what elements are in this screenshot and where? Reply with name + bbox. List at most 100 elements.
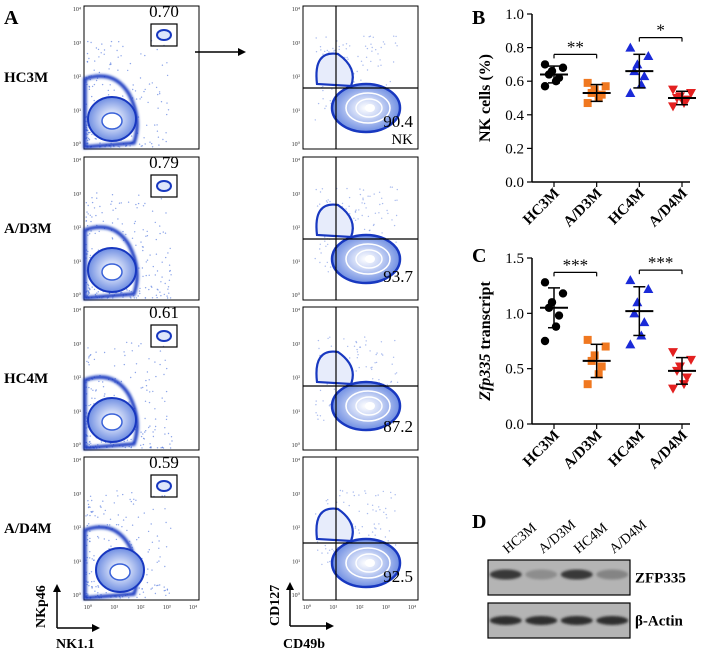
nk-gate-box <box>150 324 178 348</box>
data-point <box>601 342 610 351</box>
nk-gate-box <box>150 174 178 198</box>
tick-label: 10¹ <box>292 259 300 265</box>
density-contour <box>83 525 139 600</box>
y-tick-label: 0.0 <box>505 175 524 191</box>
series-hc4m <box>625 275 654 349</box>
cd127-cd49b-plot: 87.2 10⁰ 10¹ 10² 10³ 10⁴ <box>292 306 419 451</box>
nk-gate-box <box>150 474 178 498</box>
series-a-d3m <box>582 78 611 108</box>
tick-label: 10⁴ <box>292 7 300 13</box>
data-point <box>540 60 550 69</box>
tick-label: 10⁰ <box>84 604 93 611</box>
panel-label-b: B <box>472 7 485 29</box>
series-hc4m <box>625 42 654 97</box>
tick-label: 10⁰ <box>73 141 82 148</box>
tick-label: 10¹ <box>329 605 337 611</box>
nk-label: NK <box>391 132 413 148</box>
significance-label: ** <box>567 37 584 56</box>
tick-label: 10⁴ <box>189 605 197 611</box>
series-hc3m <box>540 60 568 91</box>
tick-label: 10² <box>292 75 300 81</box>
nk-gate-box <box>150 23 178 47</box>
nk-gate-plot: 0.79 10⁰ 10¹ 10² 10³ 10⁴ <box>73 153 200 301</box>
tick-label: 10¹ <box>292 409 300 415</box>
data-point <box>643 283 654 293</box>
tick-label: 10² <box>73 75 81 81</box>
data-point <box>551 322 561 331</box>
data-point <box>625 87 636 97</box>
y-tick-label: 1.0 <box>505 306 524 322</box>
x-tick-label: HC3M <box>520 186 563 229</box>
tick-label: 10¹ <box>292 108 300 114</box>
axis-label-cd49b: CD49b <box>283 637 325 652</box>
data-point <box>668 102 678 112</box>
x-tick-label: HC3M <box>520 428 563 471</box>
series-a-d4m <box>668 348 696 394</box>
tick-label: 10³ <box>292 342 300 348</box>
blot-row-label: ZFP335 <box>635 571 686 587</box>
cd127-cd49b-plot: 92.5 10⁰ 10¹ 10² 10³ 10⁴ 10⁰ 10¹ 10² 10³ 10⁴ <box>292 456 419 611</box>
series-a-d3m <box>582 335 611 389</box>
flow-row: HC4M 0.61 10⁰ 10¹ 10² 10³ 10⁴ 87.2 10⁰ 10¹ 10² 10³ 1… <box>4 303 419 451</box>
x-tick-label: HC4M <box>606 428 649 471</box>
data-point <box>643 51 654 60</box>
y-tick-label: 0.2 <box>505 141 524 157</box>
gate-percentage: 0.70 <box>149 2 179 21</box>
row-label: A/D3M <box>4 221 52 237</box>
data-point <box>540 82 550 91</box>
tick-label: 10³ <box>292 192 300 198</box>
tick-label: 10⁴ <box>73 158 81 164</box>
gate-percentage: 0.61 <box>149 303 179 322</box>
tick-label: 10⁴ <box>292 458 300 464</box>
blot-band <box>525 616 558 625</box>
tick-label: 10⁰ <box>73 592 82 599</box>
data-point <box>594 370 603 379</box>
data-point <box>639 71 650 81</box>
cd127-population <box>315 507 354 543</box>
data-point <box>554 73 564 83</box>
tick-label: 10² <box>73 376 81 382</box>
series-a-d4m <box>668 85 696 112</box>
nk-percentage: 93.7 <box>383 267 413 286</box>
tick-label: 10³ <box>73 41 81 47</box>
tick-label: 10⁰ <box>292 592 301 599</box>
tick-label: 10¹ <box>292 559 300 565</box>
tick-label: 10² <box>292 526 300 532</box>
data-point <box>629 308 640 318</box>
nk-gate-plot: 0.61 10⁰ 10¹ 10² 10³ 10⁴ <box>73 303 200 451</box>
tick-label: 10¹ <box>73 108 81 114</box>
tick-label: 10³ <box>382 605 390 611</box>
data-point <box>601 82 610 91</box>
blot-row-label: β-Actin <box>635 614 684 630</box>
row-label: HC4M <box>4 371 48 387</box>
cd127-population <box>315 350 354 386</box>
cd127-cd49b-plot: 93.7 10⁰ 10¹ 10² 10³ 10⁴ <box>292 156 419 301</box>
tick-label: 10³ <box>73 192 81 198</box>
data-point <box>597 90 606 99</box>
left-axis-legend: NKp46 NK1.1 <box>34 584 100 652</box>
axis-label-nkp46: NKp46 <box>34 585 49 628</box>
y-tick-label: 0.4 <box>505 108 524 124</box>
data-point <box>558 63 568 72</box>
y-tick-label: 1.5 <box>505 251 524 267</box>
tick-label: 10¹ <box>110 605 118 611</box>
tick-label: 10⁰ <box>292 442 301 449</box>
tick-label: 10⁰ <box>292 292 301 299</box>
tick-label: 10⁴ <box>73 308 81 314</box>
tick-label: 10² <box>292 376 300 382</box>
blot-band <box>560 569 593 580</box>
x-tick-label: A/D4M <box>646 186 691 231</box>
tick-label: 10² <box>356 605 364 611</box>
tick-label: 10² <box>292 226 300 232</box>
data-point <box>583 78 592 87</box>
axis-label-cd127: CD127 <box>268 585 283 626</box>
tick-label: 10¹ <box>73 559 81 565</box>
tick-label: 10⁰ <box>292 141 301 148</box>
x-tick-label: HC4M <box>606 186 649 229</box>
data-point <box>686 88 696 98</box>
y-tick-label: 0.8 <box>505 41 524 57</box>
data-point <box>625 42 636 52</box>
data-point <box>668 384 678 394</box>
